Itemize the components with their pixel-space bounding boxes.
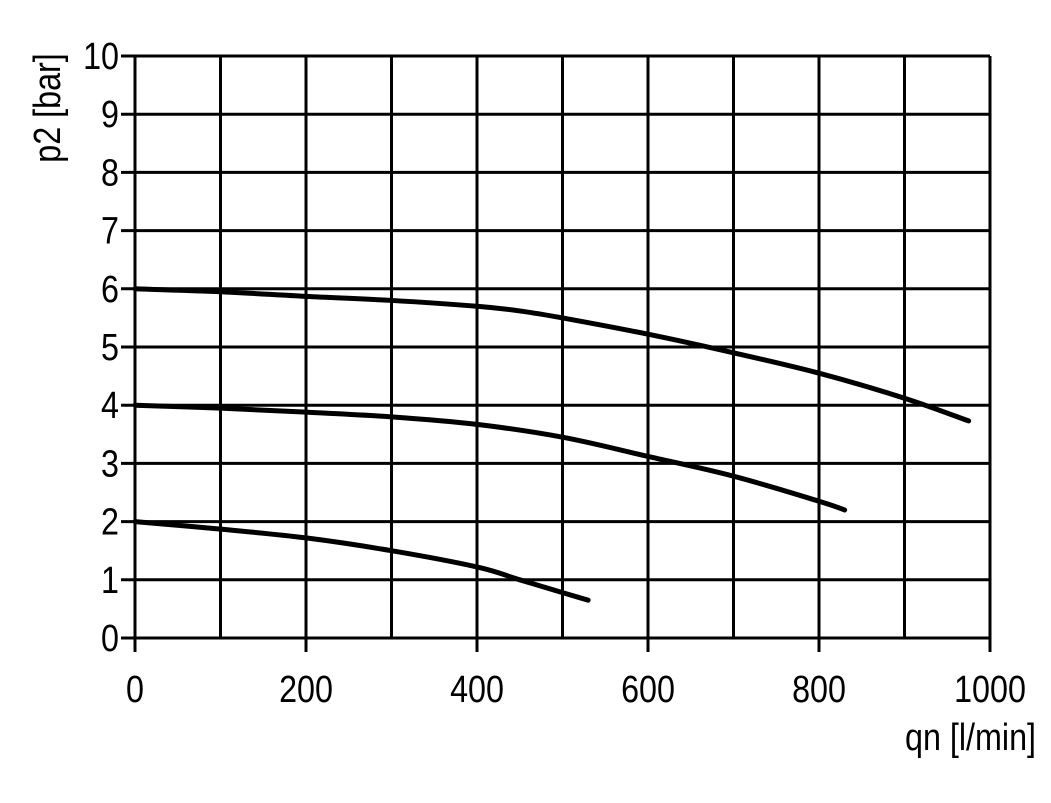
- x-tick-label: 0: [126, 669, 144, 711]
- y-tick-label: 5: [101, 327, 119, 369]
- series-line-2: [132, 402, 848, 513]
- y-tick-label: 3: [101, 443, 119, 485]
- y-tick-labels: 0 1 2 3 4 5 6 7 8 9 10: [83, 36, 119, 660]
- y-tick-label: 4: [101, 385, 119, 427]
- x-axis-label: qn [l/min]: [905, 717, 1036, 759]
- y-tick-label: 7: [101, 210, 119, 252]
- x-tick-labels: 0 200 400 600 800 1000: [126, 669, 1026, 711]
- y-tick-label: 9: [101, 94, 119, 136]
- x-tick-label: 600: [621, 669, 675, 711]
- grid: [121, 54, 992, 652]
- y-tick-label: 6: [101, 268, 119, 310]
- y-tick-label: 10: [83, 36, 119, 78]
- y-tick-label: 0: [101, 618, 119, 660]
- x-tick-label: 1000: [954, 669, 1026, 711]
- y-tick-label: 1: [101, 559, 119, 601]
- series-line-1: [132, 286, 972, 424]
- x-tick-label: 400: [450, 669, 504, 711]
- x-tick-label: 200: [279, 669, 333, 711]
- x-tick-label: 800: [792, 669, 846, 711]
- series-group: [132, 286, 972, 603]
- series-line-3: [132, 519, 591, 603]
- y-tick-label: 2: [101, 501, 119, 543]
- y-tick-label: 8: [101, 152, 119, 194]
- y-axis-label: p2 [bar]: [27, 53, 69, 162]
